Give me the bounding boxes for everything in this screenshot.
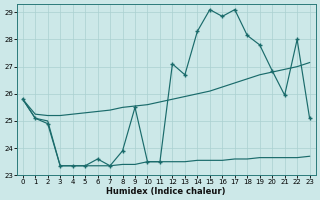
X-axis label: Humidex (Indice chaleur): Humidex (Indice chaleur): [107, 187, 226, 196]
